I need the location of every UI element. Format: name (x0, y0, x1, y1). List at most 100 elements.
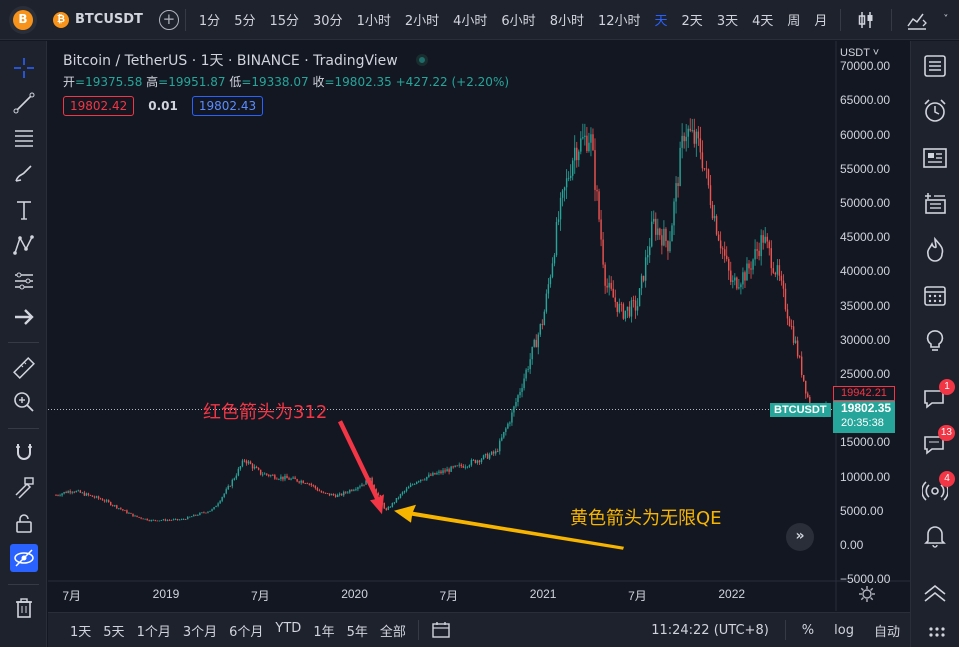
fib-icon[interactable] (10, 124, 38, 152)
candle-body (490, 451, 493, 455)
trash-icon[interactable] (10, 594, 38, 622)
timeframe-1[interactable]: 5分 (234, 14, 256, 29)
timeframe-15[interactable]: 月 (814, 14, 828, 29)
timeframe-12[interactable]: 3天 (716, 14, 739, 29)
timeframe-9[interactable]: 12小时 (597, 14, 641, 29)
price-chart[interactable] (48, 41, 910, 611)
candles-icon[interactable] (855, 9, 877, 31)
range-button-5[interactable]: YTD (275, 620, 302, 636)
news-icon[interactable] (921, 144, 949, 172)
settings-gear-icon[interactable] (858, 585, 876, 603)
timeframe-14[interactable]: 周 (787, 14, 801, 29)
symbol-search[interactable]: ₿ BTCUSDT (53, 11, 143, 28)
candle-body (726, 255, 728, 260)
lock-icon[interactable] (10, 509, 38, 537)
buy-button[interactable]: 19802.43 (191, 96, 264, 116)
compare-symbol-button[interactable]: + (158, 9, 179, 30)
hide-icon[interactable] (10, 544, 38, 572)
candle-body (314, 485, 317, 489)
pattern-icon[interactable] (10, 231, 38, 259)
candle-body (620, 303, 623, 305)
timezone-clock[interactable]: 11:24:22 (UTC+8) (651, 622, 769, 638)
timeframe-3[interactable]: 30分 (313, 14, 343, 29)
range-button-6[interactable]: 1年 (313, 624, 335, 640)
timeframe-2[interactable]: 15分 (269, 14, 300, 29)
yellow-arrow-annotation[interactable]: 黄色箭头为无限QE (570, 508, 722, 529)
timeframe-10[interactable]: 天 (654, 14, 668, 29)
timeframe-11[interactable]: 2天 (681, 14, 703, 29)
collapse-icon[interactable] (921, 581, 949, 609)
range-button-4[interactable]: 6个月 (229, 624, 264, 640)
candle-body (432, 472, 434, 476)
indicators-icon[interactable] (906, 9, 928, 31)
candle-body (255, 466, 258, 469)
goto-date-icon[interactable] (431, 620, 451, 640)
chat-icon[interactable]: 1 (921, 379, 955, 413)
timeframe-7[interactable]: 6小时 (501, 14, 536, 29)
prediction-icon[interactable] (10, 267, 38, 295)
price-tick-label: 10000.00 (840, 469, 891, 484)
zoom-icon[interactable] (10, 388, 38, 416)
candle-body (430, 474, 432, 476)
red-arrow-annotation[interactable]: 红色箭头为312 (203, 402, 328, 423)
candle-body (788, 318, 791, 327)
crosshair-icon[interactable] (10, 54, 38, 82)
time-tick-label: 7月 (62, 589, 82, 603)
ideas-icon[interactable] (921, 327, 949, 355)
range-button-0[interactable]: 1天 (70, 624, 92, 640)
text-icon[interactable] (10, 196, 38, 224)
price-tick-label: 0.00 (840, 538, 864, 552)
candle-body (399, 494, 402, 498)
arrow-icon[interactable] (10, 303, 38, 331)
grid-icon[interactable] (927, 623, 947, 643)
range-button-8[interactable]: 全部 (379, 624, 406, 640)
candle-body (124, 510, 126, 512)
alarm-icon[interactable] (921, 97, 949, 125)
timeframe-4[interactable]: 1小时 (356, 14, 391, 29)
trend-line-icon[interactable] (10, 89, 38, 117)
range-button-2[interactable]: 1个月 (136, 624, 171, 640)
range-button-1[interactable]: 5天 (103, 624, 125, 640)
brush-icon[interactable] (10, 159, 38, 187)
streams-icon[interactable]: 4 (921, 471, 955, 505)
candle-body (424, 479, 426, 481)
timeframe-5[interactable]: 2小时 (404, 14, 440, 29)
data-window-icon[interactable] (921, 189, 949, 217)
range-button-3[interactable]: 3个月 (182, 624, 218, 640)
watchlist-icon[interactable] (921, 52, 949, 80)
indicators-dropdown-icon[interactable]: ˅ (943, 14, 949, 25)
currency-selector[interactable]: USDT ˅ (840, 47, 880, 59)
candle-body (201, 512, 203, 514)
candle-body (671, 225, 673, 242)
lock-drawing-icon[interactable] (10, 473, 38, 501)
chart-pane[interactable]: Bitcoin / TetherUS · 1天 · BINANCE · Trad… (48, 41, 910, 611)
messages-icon[interactable]: 13 (921, 425, 955, 459)
candle-body (794, 340, 797, 343)
divider (417, 620, 419, 640)
notifications-icon[interactable] (921, 522, 949, 550)
magnet-icon[interactable] (10, 438, 38, 466)
sell-button[interactable]: 19802.42 (63, 96, 135, 116)
ruler-icon[interactable] (10, 354, 38, 382)
timeframe-6[interactable]: 4小时 (453, 14, 488, 29)
timeframe-0[interactable]: 1分 (198, 14, 221, 29)
candle-body (330, 494, 333, 496)
range-button-7[interactable]: 5年 (346, 624, 368, 640)
calendar-icon[interactable] (921, 281, 949, 309)
percent-toggle[interactable]: % (801, 622, 815, 638)
timeframe-13[interactable]: 4天 (752, 14, 774, 29)
candle-body (780, 275, 783, 281)
hotlist-icon[interactable] (921, 235, 949, 263)
candles (55, 118, 827, 522)
auto-toggle[interactable]: 自动 (873, 624, 900, 640)
log-toggle[interactable]: log (834, 622, 854, 638)
candle-body (730, 270, 732, 282)
candle-body (150, 519, 152, 521)
candle-body (644, 257, 647, 281)
user-avatar[interactable] (9, 5, 37, 34)
candle-body (270, 475, 272, 476)
timeframe-8[interactable]: 8小时 (549, 14, 584, 29)
candle-body (397, 497, 400, 499)
scroll-to-realtime-button[interactable]: » (786, 523, 814, 551)
close-value: =19802.35 (324, 75, 392, 89)
